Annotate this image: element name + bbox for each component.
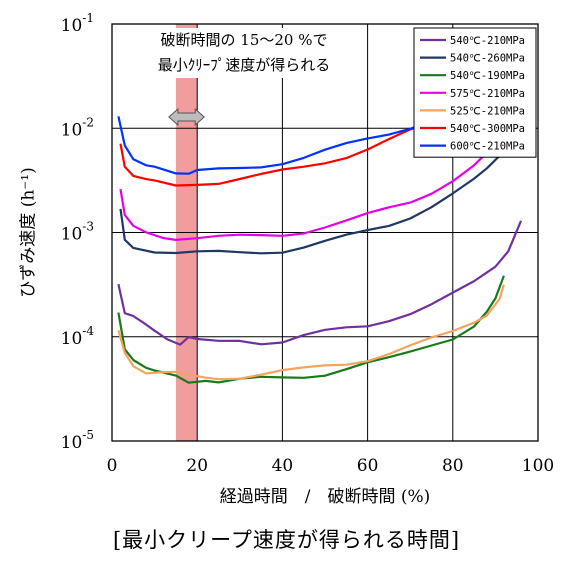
legend-label: 540℃-300MPa bbox=[450, 123, 525, 135]
y-tick-label: 10-4 bbox=[61, 324, 95, 349]
legend-label: 600℃-210MPa bbox=[450, 141, 525, 153]
annotation-box: 破断時間の 15～20 %で 最小ｸﾘｰﾌﾟ速度が得られる bbox=[124, 28, 364, 78]
y-tick-label: 10-5 bbox=[61, 428, 94, 453]
series-line-6 bbox=[119, 123, 428, 187]
series-line-7 bbox=[117, 110, 454, 175]
y-tick-label: 10-1 bbox=[61, 11, 94, 36]
y-axis-label: ひずみ速度 (h⁻¹) bbox=[18, 167, 39, 298]
series-line-2 bbox=[119, 145, 510, 255]
x-tick-label: 0 bbox=[107, 456, 118, 476]
x-tick-label: 60 bbox=[357, 456, 379, 476]
y-tick-label: 10-2 bbox=[61, 115, 94, 140]
x-axis-label: 経過時間 / 破断時間 (%) bbox=[219, 487, 431, 507]
legend-label: 540℃-190MPa bbox=[450, 70, 525, 82]
legend-label: 575℃-210MPa bbox=[450, 88, 525, 100]
legend-label: 540℃-210MPa bbox=[450, 35, 525, 47]
annotation-line-1: 破断時間の 15～20 %で bbox=[160, 31, 328, 49]
annotation-line-2: 最小ｸﾘｰﾌﾟ速度が得られる bbox=[157, 56, 331, 74]
x-tick-label: 80 bbox=[442, 456, 464, 476]
legend-label: 525℃-210MPa bbox=[450, 105, 525, 117]
y-tick-label: 10-3 bbox=[61, 220, 94, 245]
legend-label: 540℃-260MPa bbox=[450, 53, 525, 65]
x-tick-label: 40 bbox=[272, 456, 294, 476]
double-arrow bbox=[168, 107, 205, 127]
series-line-4 bbox=[119, 142, 497, 241]
plot-border bbox=[111, 23, 539, 442]
figure-caption: [最小クリープ速度が得られる時間] bbox=[112, 528, 461, 552]
series-line-3 bbox=[117, 275, 505, 384]
x-tick-label: 100 bbox=[522, 456, 554, 476]
chart: 0 20 40 60 80 100 10-5 10-4 10-3 10-2 10-1 540℃-210… bbox=[61, 11, 555, 476]
series-line-5 bbox=[117, 284, 505, 381]
series-line-1 bbox=[117, 220, 523, 346]
x-tick-label: 20 bbox=[186, 456, 208, 476]
